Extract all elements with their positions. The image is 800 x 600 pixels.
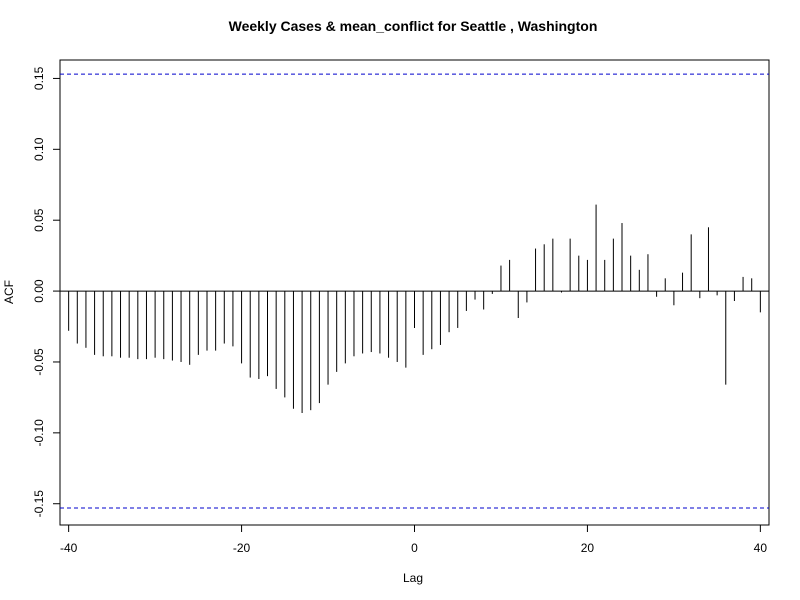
acf-bars bbox=[60, 204, 769, 414]
y-axis-label: ACF bbox=[2, 280, 16, 304]
y-tick-label: 0.05 bbox=[32, 208, 46, 232]
x-tick-label: 0 bbox=[411, 541, 418, 555]
x-tick-label: -20 bbox=[233, 541, 251, 555]
x-axis: -40 -20 0 20 40 bbox=[60, 525, 767, 555]
y-tick-label: -0.05 bbox=[32, 348, 46, 376]
y-axis: -0.15 -0.10 -0.05 0.00 0.05 0.10 0.15 bbox=[32, 66, 60, 517]
x-tick-label: -40 bbox=[60, 541, 78, 555]
x-tick-label: 40 bbox=[754, 541, 768, 555]
y-tick-label: -0.10 bbox=[32, 419, 46, 447]
y-tick-label: 0.10 bbox=[32, 137, 46, 161]
chart-title: Weekly Cases & mean_conflict for Seattle… bbox=[229, 18, 598, 34]
x-tick-label: 20 bbox=[581, 541, 595, 555]
y-tick-label: -0.15 bbox=[32, 490, 46, 518]
confidence-bounds bbox=[60, 73, 769, 509]
y-tick-label: 0.00 bbox=[32, 279, 46, 303]
x-axis-label: Lag bbox=[403, 571, 423, 585]
y-tick-label: 0.15 bbox=[32, 66, 46, 90]
